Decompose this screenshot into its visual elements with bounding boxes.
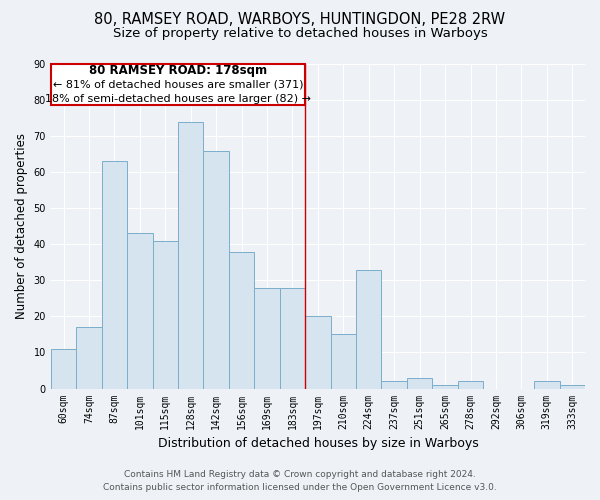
Bar [178, 122, 203, 388]
Bar [229, 252, 254, 388]
Bar [76, 328, 101, 388]
FancyBboxPatch shape [51, 64, 305, 106]
Text: Size of property relative to detached houses in Warboys: Size of property relative to detached ho… [113, 28, 487, 40]
Text: 80 RAMSEY ROAD: 178sqm: 80 RAMSEY ROAD: 178sqm [89, 64, 267, 76]
Bar [152, 240, 178, 388]
Bar [305, 316, 331, 388]
Bar [101, 162, 127, 388]
Bar [51, 349, 76, 389]
Bar [203, 150, 229, 388]
Bar [254, 288, 280, 388]
Bar [433, 385, 458, 388]
Bar [280, 288, 305, 388]
Bar [331, 334, 356, 388]
Y-axis label: Number of detached properties: Number of detached properties [15, 134, 28, 320]
Bar [382, 382, 407, 388]
Bar [407, 378, 433, 388]
Bar [127, 234, 152, 388]
Bar [356, 270, 382, 388]
Text: 18% of semi-detached houses are larger (82) →: 18% of semi-detached houses are larger (… [45, 94, 311, 104]
Bar [560, 385, 585, 388]
Bar [534, 382, 560, 388]
Bar [458, 382, 483, 388]
Text: 80, RAMSEY ROAD, WARBOYS, HUNTINGDON, PE28 2RW: 80, RAMSEY ROAD, WARBOYS, HUNTINGDON, PE… [94, 12, 506, 28]
Text: Contains HM Land Registry data © Crown copyright and database right 2024.
Contai: Contains HM Land Registry data © Crown c… [103, 470, 497, 492]
X-axis label: Distribution of detached houses by size in Warboys: Distribution of detached houses by size … [158, 437, 478, 450]
Text: ← 81% of detached houses are smaller (371): ← 81% of detached houses are smaller (37… [53, 80, 303, 90]
